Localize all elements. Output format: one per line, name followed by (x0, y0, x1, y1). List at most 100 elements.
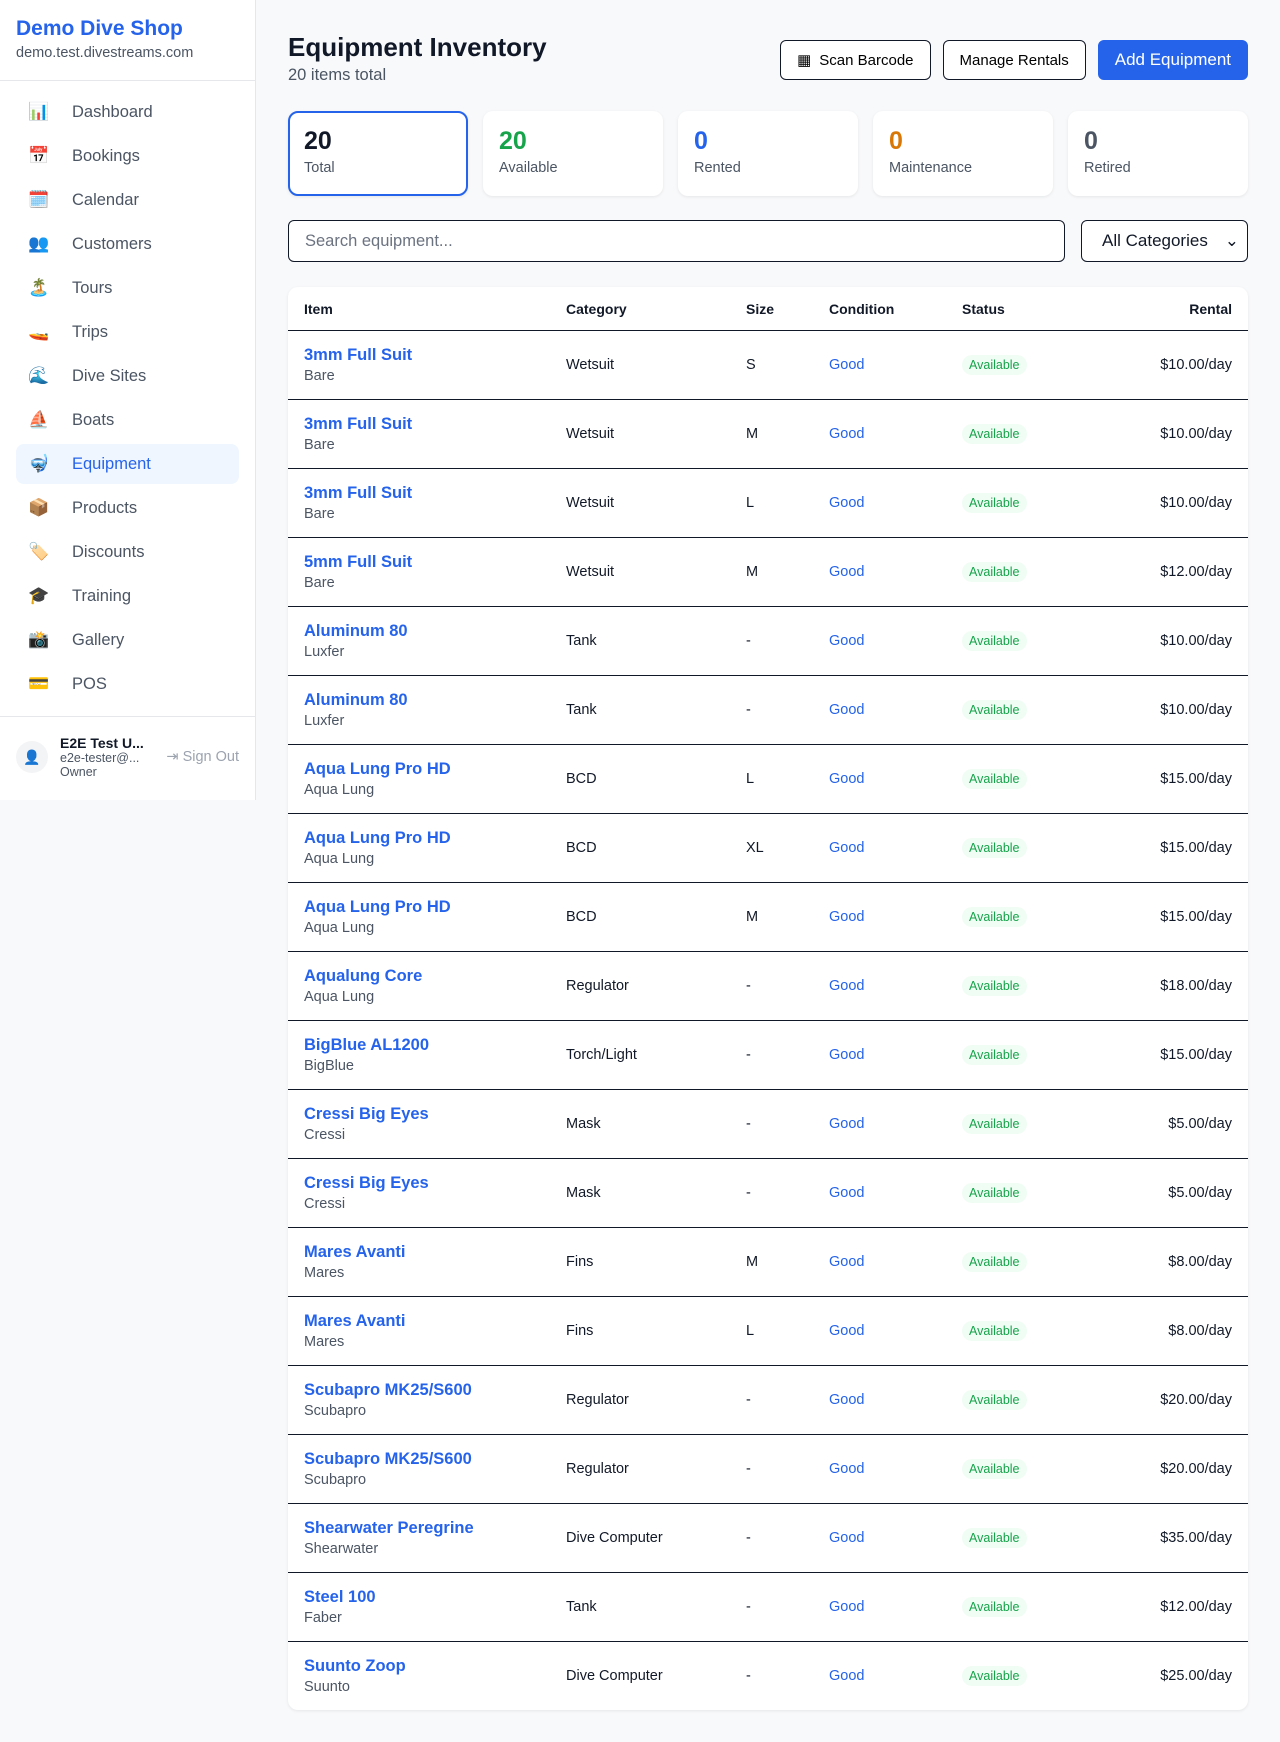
sidebar-item-products[interactable]: 📦 Products (16, 488, 239, 528)
item-name-link[interactable]: Cressi Big Eyes (304, 1105, 429, 1123)
item-category: Wetsuit (566, 564, 615, 580)
item-name-link[interactable]: Aluminum 80 (304, 622, 408, 640)
item-name-link[interactable]: Cressi Big Eyes (304, 1174, 429, 1192)
table-row[interactable]: Aqua Lung Pro HD Aqua Lung BCD XL Good Av… (288, 813, 1248, 882)
table-row[interactable]: 3mm Full Suit Bare Wetsuit S Good Availab… (288, 330, 1248, 399)
table-row[interactable]: Cressi Big Eyes Cressi Mask - Good Availa… (288, 1089, 1248, 1158)
table-row[interactable]: BigBlue AL1200 BigBlue Torch/Light - Good… (288, 1020, 1248, 1089)
item-brand: Aqua Lung (304, 989, 375, 1005)
shop-name[interactable]: Demo Dive Shop (16, 17, 183, 40)
sidebar-item-equipment[interactable]: 🤿 Equipment (16, 444, 239, 484)
item-rental-price: $15.00/day (1160, 1047, 1232, 1063)
stat-card-retired[interactable]: 0 Retired (1068, 111, 1248, 196)
item-name-link[interactable]: Aqua Lung Pro HD (304, 898, 451, 916)
stat-card-maintenance[interactable]: 0 Maintenance (873, 111, 1053, 196)
item-brand: Scubapro (304, 1472, 367, 1488)
item-name-link[interactable]: Shearwater Peregrine (304, 1519, 474, 1537)
sidebar-item-dive-sites[interactable]: 🌊 Dive Sites (16, 356, 239, 396)
table-row[interactable]: Scubapro MK25/S600 Scubapro Regulator - G… (288, 1434, 1248, 1503)
add-equipment-button[interactable]: Add Equipment (1097, 40, 1248, 80)
discounts-icon: 🏷️ (28, 542, 50, 561)
stat-card-total[interactable]: 20 Total (288, 111, 468, 196)
sidebar-item-discounts[interactable]: 🏷️ Discounts (16, 532, 239, 572)
stat-value: 0 (694, 127, 708, 155)
training-icon: 🎓 (28, 586, 50, 605)
item-name-link[interactable]: Scubapro MK25/S600 (304, 1450, 472, 1468)
item-name-link[interactable]: 3mm Full Suit (304, 415, 413, 433)
item-brand: Aqua Lung (304, 920, 375, 936)
item-name-link[interactable]: Aluminum 80 (304, 691, 408, 709)
table-row[interactable]: 3mm Full Suit Bare Wetsuit M Good Availab… (288, 399, 1248, 468)
item-name-link[interactable]: 5mm Full Suit (304, 553, 413, 571)
sidebar-item-bookings[interactable]: 📅 Bookings (16, 136, 239, 176)
manage-rentals-button[interactable]: Manage Rentals (942, 40, 1086, 80)
table-row[interactable]: Shearwater Peregrine Shearwater Dive Comp… (288, 1503, 1248, 1572)
item-name-link[interactable]: Scubapro MK25/S600 (304, 1381, 472, 1399)
item-size: - (746, 633, 751, 649)
status-badge: Available (962, 562, 1027, 582)
item-size: S (746, 357, 756, 373)
item-name-link[interactable]: Aqua Lung Pro HD (304, 829, 451, 847)
item-name-link[interactable]: Suunto Zoop (304, 1657, 406, 1675)
sign-out-button[interactable]: ⇥ Sign Out (166, 749, 239, 765)
item-condition: Good (829, 1254, 865, 1270)
brand: Demo Dive Shop demo.test.divestreams.com (0, 0, 255, 81)
item-brand: Mares (304, 1334, 345, 1350)
item-condition: Good (829, 1185, 865, 1201)
item-rental-price: $5.00/day (1168, 1116, 1232, 1132)
table-row[interactable]: Steel 100 Faber Tank - Good Available $12… (288, 1572, 1248, 1641)
sidebar-item-gallery[interactable]: 📸 Gallery (16, 620, 239, 660)
trips-icon: 🚤 (28, 322, 50, 341)
item-name-link[interactable]: 3mm Full Suit (304, 484, 413, 502)
table-row[interactable]: Suunto Zoop Suunto Dive Computer - Good A… (288, 1641, 1248, 1710)
item-name-link[interactable]: Mares Avanti (304, 1243, 406, 1261)
item-brand: Scubapro (304, 1403, 367, 1419)
sidebar-item-label: POS (72, 674, 107, 693)
item-name-link[interactable]: Aqua Lung Pro HD (304, 760, 451, 778)
sidebar-item-boats[interactable]: ⛵ Boats (16, 400, 239, 440)
sign-out-icon: ⇥ (166, 749, 179, 765)
shop-domain: demo.test.divestreams.com (16, 45, 194, 61)
sidebar-item-trips[interactable]: 🚤 Trips (16, 312, 239, 352)
item-category: Regulator (566, 1461, 629, 1477)
table-row[interactable]: Aluminum 80 Luxfer Tank - Good Available … (288, 675, 1248, 744)
sidebar-item-tours[interactable]: 🏝️ Tours (16, 268, 239, 308)
status-badge: Available (962, 1390, 1027, 1410)
table-row[interactable]: Aqua Lung Pro HD Aqua Lung BCD M Good Ava… (288, 882, 1248, 951)
table-row[interactable]: Aqua Lung Pro HD Aqua Lung BCD L Good Ava… (288, 744, 1248, 813)
item-brand: Cressi (304, 1127, 346, 1143)
search-input[interactable]: Search equipment... (288, 220, 1065, 262)
item-name-link[interactable]: 3mm Full Suit (304, 346, 413, 364)
table-row[interactable]: Cressi Big Eyes Cressi Mask - Good Availa… (288, 1158, 1248, 1227)
stats-row: 20 Total 20 Available 0 Rented 0 Maintenance 0 Re… (288, 111, 1248, 196)
item-category: Dive Computer (566, 1530, 663, 1546)
sidebar-item-dashboard[interactable]: 📊 Dashboard (16, 92, 239, 132)
stat-card-available[interactable]: 20 Available (483, 111, 663, 196)
item-brand: BigBlue (304, 1058, 354, 1074)
item-name-link[interactable]: Aqualung Core (304, 967, 423, 985)
table-row[interactable]: Scubapro MK25/S600 Scubapro Regulator - G… (288, 1365, 1248, 1434)
sidebar-item-calendar[interactable]: 🗓️ Calendar (16, 180, 239, 220)
stat-card-rented[interactable]: 0 Rented (678, 111, 858, 196)
sidebar-item-pos[interactable]: 💳 POS (16, 664, 239, 704)
item-size: M (746, 1254, 759, 1270)
stat-label: Retired (1084, 160, 1131, 176)
sidebar-item-training[interactable]: 🎓 Training (16, 576, 239, 616)
table-row[interactable]: Aluminum 80 Luxfer Tank - Good Available … (288, 606, 1248, 675)
table-row[interactable]: 3mm Full Suit Bare Wetsuit L Good Availab… (288, 468, 1248, 537)
item-size: L (746, 1323, 755, 1339)
table-row[interactable]: 5mm Full Suit Bare Wetsuit M Good Availab… (288, 537, 1248, 606)
table-row[interactable]: Aqualung Core Aqua Lung Regulator - Good … (288, 951, 1248, 1020)
bookings-icon: 📅 (28, 146, 50, 165)
user-icon: 👤 (16, 741, 48, 773)
item-name-link[interactable]: Mares Avanti (304, 1312, 406, 1330)
item-name-link[interactable]: Steel 100 (304, 1588, 376, 1606)
item-name-link[interactable]: BigBlue AL1200 (304, 1036, 430, 1054)
sidebar-item-customers[interactable]: 👥 Customers (16, 224, 239, 264)
scan-barcode-button[interactable]: ▦ Scan Barcode (780, 40, 931, 80)
table-row[interactable]: Mares Avanti Mares Fins L Good Available … (288, 1296, 1248, 1365)
status-badge: Available (962, 1666, 1027, 1686)
products-icon: 📦 (28, 498, 50, 517)
category-select[interactable]: All Categories ⌄ (1081, 220, 1248, 262)
table-row[interactable]: Mares Avanti Mares Fins M Good Available … (288, 1227, 1248, 1296)
